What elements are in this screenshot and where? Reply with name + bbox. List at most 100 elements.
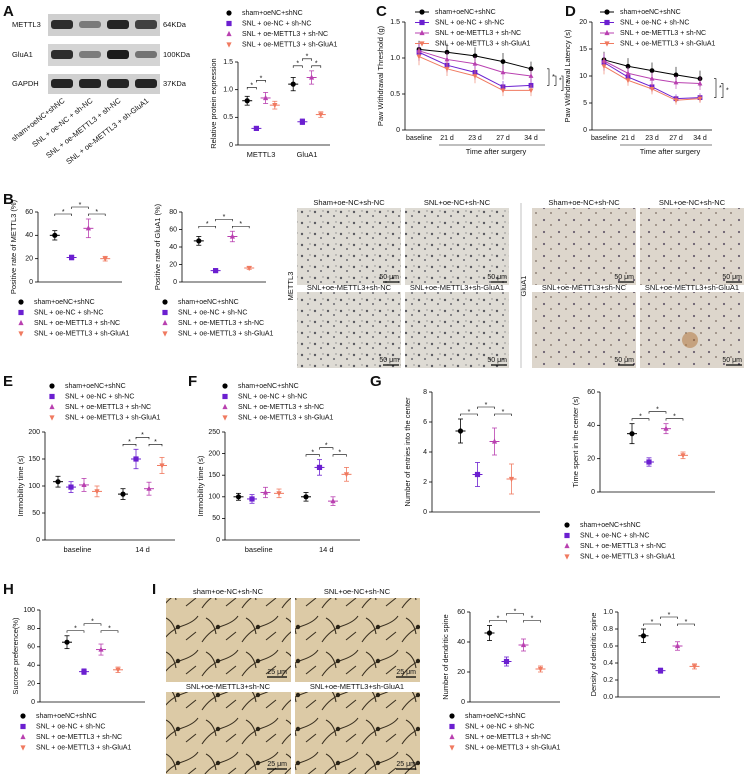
band <box>79 51 101 58</box>
band <box>135 79 157 88</box>
significance-bracket <box>122 443 137 447</box>
y-tick-label: 0.8 <box>603 626 613 633</box>
legend-label: SNL + oe-METTL3 + sh-GluA1 <box>65 414 161 421</box>
marker <box>64 639 70 645</box>
legend-label: sham+oeNC+shNC <box>36 713 97 720</box>
scale-label: 50 μm <box>614 357 634 364</box>
micrograph <box>405 292 509 368</box>
y-axis-label: Sucrose preference(%) <box>11 617 20 695</box>
image-group-label: SNL+oe-METTL3+sh-NC <box>542 283 627 292</box>
marker <box>673 98 679 104</box>
legend-label: sham+oeNC+shNC <box>65 383 126 390</box>
marker <box>604 9 610 15</box>
significance-label: * <box>325 442 328 449</box>
image-group-label: SNL+oe-METTL3+sh-GluA1 <box>410 283 504 292</box>
y-axis-label: Positive rate of GluA1 (%) <box>153 203 162 290</box>
significance-bracket <box>302 58 312 61</box>
image-group-label: Sham+oe-NC+sh-NC <box>548 198 620 207</box>
significance-bracket <box>246 87 257 90</box>
significance-label: * <box>552 74 555 81</box>
significance-label: * <box>673 414 676 421</box>
blot-size-label: 100KDa <box>163 50 191 59</box>
legend-label: sham+oeNC+shNC <box>178 299 239 306</box>
y-tick-label: 100 <box>208 494 220 501</box>
scale-label: 25 μm <box>267 669 287 676</box>
y-tick-label: 20 <box>169 261 177 268</box>
x-tick-label: 23 d <box>468 135 482 142</box>
micrograph <box>532 292 636 368</box>
significance-bracket <box>648 411 667 414</box>
legend-label: SNL + oe-NC + sh-NC <box>178 309 247 316</box>
y-tick-label: 100 <box>28 483 40 490</box>
band <box>51 79 73 88</box>
panel-label: F <box>188 373 197 390</box>
image-group-label: Sham+oe-NC+sh-NC <box>313 198 385 207</box>
marker <box>449 733 455 740</box>
band <box>79 21 101 28</box>
micrograph <box>297 292 401 368</box>
marker <box>601 64 607 70</box>
marker <box>537 666 544 673</box>
marker <box>222 403 228 410</box>
significance-bracket <box>256 80 266 83</box>
marker <box>564 554 570 560</box>
band <box>51 50 73 59</box>
y-tick-label: 20 <box>27 680 35 687</box>
significance-bracket <box>477 406 495 409</box>
image-group-label: SNL+oe-NC+sh-NC <box>324 587 391 596</box>
marker <box>262 489 269 495</box>
marker <box>625 78 631 84</box>
legend-label: sham+oeNC+shNC <box>620 9 681 16</box>
scale-label: 25 μm <box>396 669 416 676</box>
x-tick-label: 14 d <box>135 545 150 554</box>
y-tick-label: 0 <box>36 537 40 544</box>
marker <box>419 9 425 15</box>
legend-label: SNL + oe-METTL3 + sh-NC <box>36 734 122 741</box>
significance-label: * <box>566 80 569 87</box>
y-tick-label: 5 <box>583 100 587 107</box>
y-tick-label: 50 <box>212 515 220 522</box>
y-tick-label: 40 <box>457 639 465 646</box>
marker <box>20 713 26 719</box>
marker <box>162 299 168 305</box>
significance-label: * <box>250 82 253 89</box>
y-tick-label: 8 <box>423 389 427 396</box>
blot-row-label: METTL3 <box>12 20 41 29</box>
marker <box>98 646 104 652</box>
marker <box>18 319 24 326</box>
marker <box>500 88 506 94</box>
scale-label: 50 μm <box>379 274 399 281</box>
band <box>135 20 157 29</box>
significance-label: * <box>719 85 722 92</box>
scale-label: 50 μm <box>722 274 742 281</box>
marker <box>102 256 108 262</box>
image-group-label: SNL+oe-METTL3+sh-GluA1 <box>645 283 739 292</box>
marker <box>697 96 703 102</box>
marker <box>449 745 455 751</box>
marker <box>213 268 219 274</box>
y-tick-label: 0 <box>583 127 587 134</box>
legend-label: SNL + oe-METTL3 + sh-NC <box>34 320 120 327</box>
marker <box>444 49 450 55</box>
marker <box>18 331 24 337</box>
marker <box>680 453 686 459</box>
band <box>51 20 73 29</box>
marker <box>263 94 269 101</box>
blot-strip <box>48 14 160 36</box>
marker <box>691 664 698 670</box>
legend-label: SNL + oe-METTL3 + sh-GluA1 <box>435 40 531 47</box>
marker <box>49 415 55 421</box>
significance-bracket <box>523 620 541 623</box>
legend-label: SNL + oe-METTL3 + sh-GluA1 <box>178 330 274 337</box>
significance-label: * <box>306 54 309 61</box>
significance-bracket <box>677 623 695 626</box>
significance-bracket <box>660 616 678 619</box>
micrograph <box>405 208 509 285</box>
legend-label: SNL + oe-METTL3 + sh-NC <box>242 31 328 38</box>
marker <box>159 463 165 469</box>
legend-label: SNL + oe-NC + sh-NC <box>238 393 307 400</box>
x-tick-label: 27 d <box>496 135 510 142</box>
marker <box>81 669 87 675</box>
legend-label: SNL + oe-METTL3 + sh-GluA1 <box>580 553 676 560</box>
marker <box>229 233 235 239</box>
